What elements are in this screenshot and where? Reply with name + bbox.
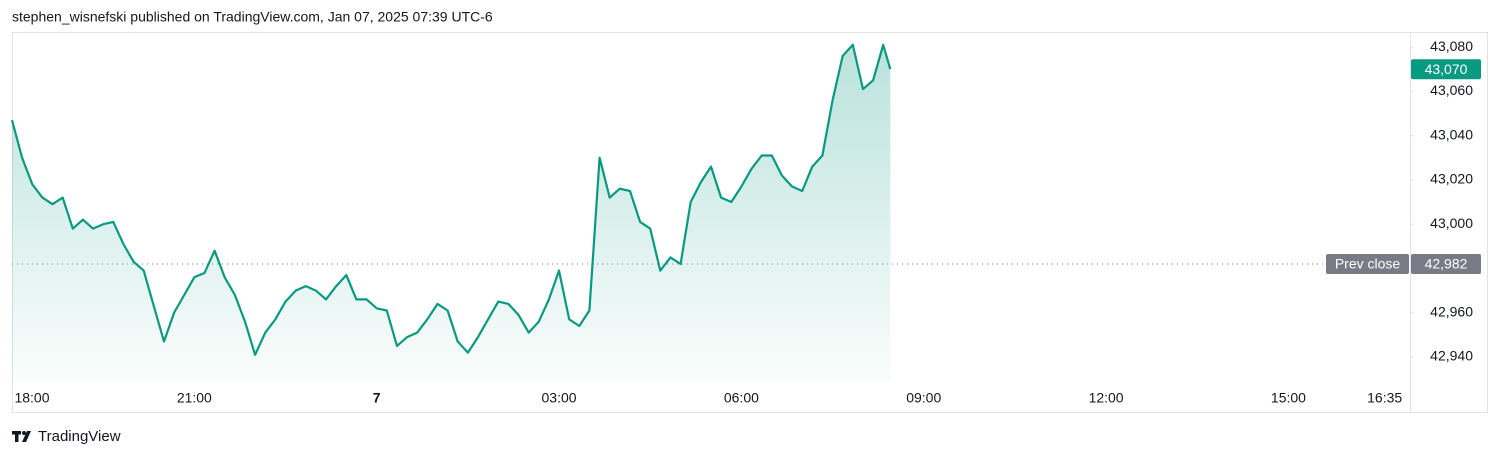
x-tick-label: 06:00: [724, 390, 759, 406]
header: stephen_wisnefski published on TradingVi…: [12, 9, 493, 25]
y-tick-label: 42,940: [1430, 348, 1473, 364]
x-tick-label: 18:00: [14, 390, 49, 406]
x-tick-label: 12:00: [1089, 390, 1124, 406]
y-tick-label: 43,080: [1430, 38, 1473, 54]
x-tick-label: 09:00: [906, 390, 941, 406]
prev-close-value-badge: [1411, 254, 1481, 275]
logo: [12, 431, 31, 442]
y-tick-label: 43,040: [1430, 126, 1473, 142]
x-tick-label: 16:35: [1367, 390, 1402, 406]
y-tick-label: 43,020: [1430, 171, 1473, 187]
prev-close-value: 42,982: [1425, 256, 1468, 272]
x-tick-label: 21:00: [177, 390, 212, 406]
x-tick-label: 15:00: [1271, 390, 1306, 406]
prev-close-label: Prev close: [1335, 256, 1401, 272]
prev-close-badge: [1326, 254, 1409, 275]
y-tick-label: 43,000: [1430, 215, 1473, 231]
y-tick-label: 42,960: [1430, 303, 1473, 319]
x-tick-label: 03:00: [542, 390, 577, 406]
price-line: [10, 43, 892, 356]
area-fill: [12, 44, 891, 383]
x-tick-label: 7: [373, 390, 381, 406]
last-price-label: 43,070: [1425, 61, 1468, 77]
y-tick-label: 43,060: [1430, 82, 1473, 98]
last-price-badge: [1411, 59, 1481, 80]
brand: TradingView: [38, 428, 121, 445]
